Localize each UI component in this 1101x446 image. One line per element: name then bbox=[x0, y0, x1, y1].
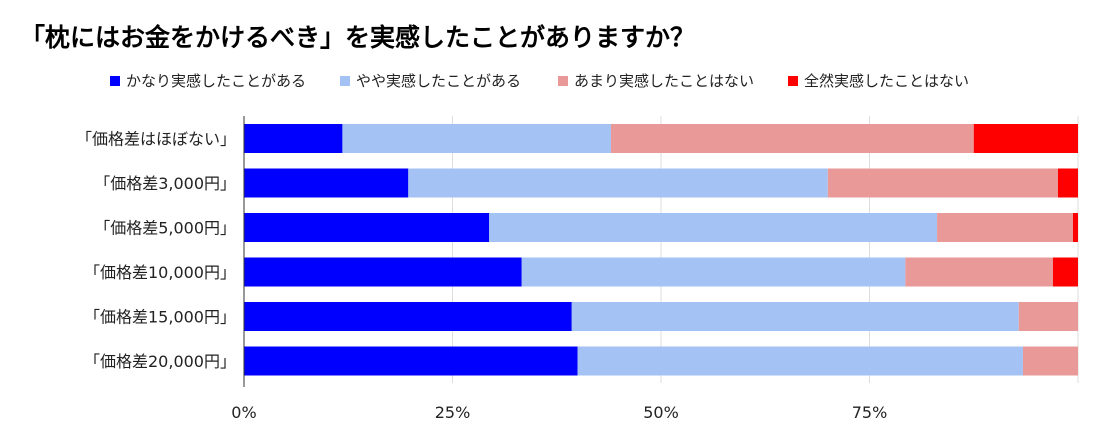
bar-segment bbox=[244, 257, 522, 287]
bar-segment bbox=[408, 168, 828, 198]
bar-segment bbox=[244, 346, 578, 376]
bar-segment bbox=[244, 124, 343, 153]
bar-segment bbox=[1018, 302, 1078, 331]
bar-segment bbox=[905, 257, 1053, 287]
bar-segment bbox=[342, 124, 611, 153]
bar-segment bbox=[489, 213, 938, 242]
legend-label: あまり実感したことはない bbox=[574, 72, 754, 90]
bar-segment bbox=[1022, 346, 1078, 376]
bar-segment bbox=[1072, 213, 1078, 242]
y-tick-label: 「価格差3,000円」 bbox=[94, 174, 236, 193]
bar-segment bbox=[244, 213, 490, 242]
bar-segment bbox=[937, 213, 1073, 242]
bar-segment bbox=[244, 168, 409, 198]
bar-segment bbox=[571, 302, 1019, 331]
bar-segment bbox=[521, 257, 906, 287]
legend-label: かなり実感したことがある bbox=[126, 72, 306, 90]
bar-segment bbox=[577, 346, 1023, 376]
x-tick-label: 75% bbox=[852, 403, 888, 422]
legend-swatch bbox=[558, 76, 568, 86]
chart-title: 「枕にはお金をかけるべき」を実感したことがありますか？ bbox=[20, 23, 696, 52]
bar-segment bbox=[244, 302, 572, 331]
bar-segment bbox=[1057, 168, 1078, 198]
legend-swatch bbox=[788, 76, 798, 86]
y-tick-label: 「価格差はほぼない」 bbox=[76, 130, 236, 149]
bar-segment bbox=[1052, 257, 1078, 287]
x-tick-label: 50% bbox=[643, 403, 679, 422]
legend-label: 全然実感したことはない bbox=[804, 72, 969, 90]
legend-label: やや実感したことがある bbox=[356, 72, 521, 90]
bar-segment bbox=[610, 124, 974, 153]
legend-swatch bbox=[110, 76, 120, 86]
bar-segment bbox=[827, 168, 1058, 198]
x-tick-label: 0% bbox=[231, 403, 256, 422]
bar-segment bbox=[973, 124, 1078, 153]
y-tick-label: 「価格差10,000円」 bbox=[84, 263, 236, 282]
y-tick-label: 「価格差15,000円」 bbox=[84, 308, 236, 327]
y-tick-label: 「価格差5,000円」 bbox=[94, 219, 236, 238]
y-tick-label: 「価格差20,000円」 bbox=[84, 352, 236, 371]
x-tick-label: 25% bbox=[435, 403, 471, 422]
legend-swatch bbox=[340, 76, 350, 86]
